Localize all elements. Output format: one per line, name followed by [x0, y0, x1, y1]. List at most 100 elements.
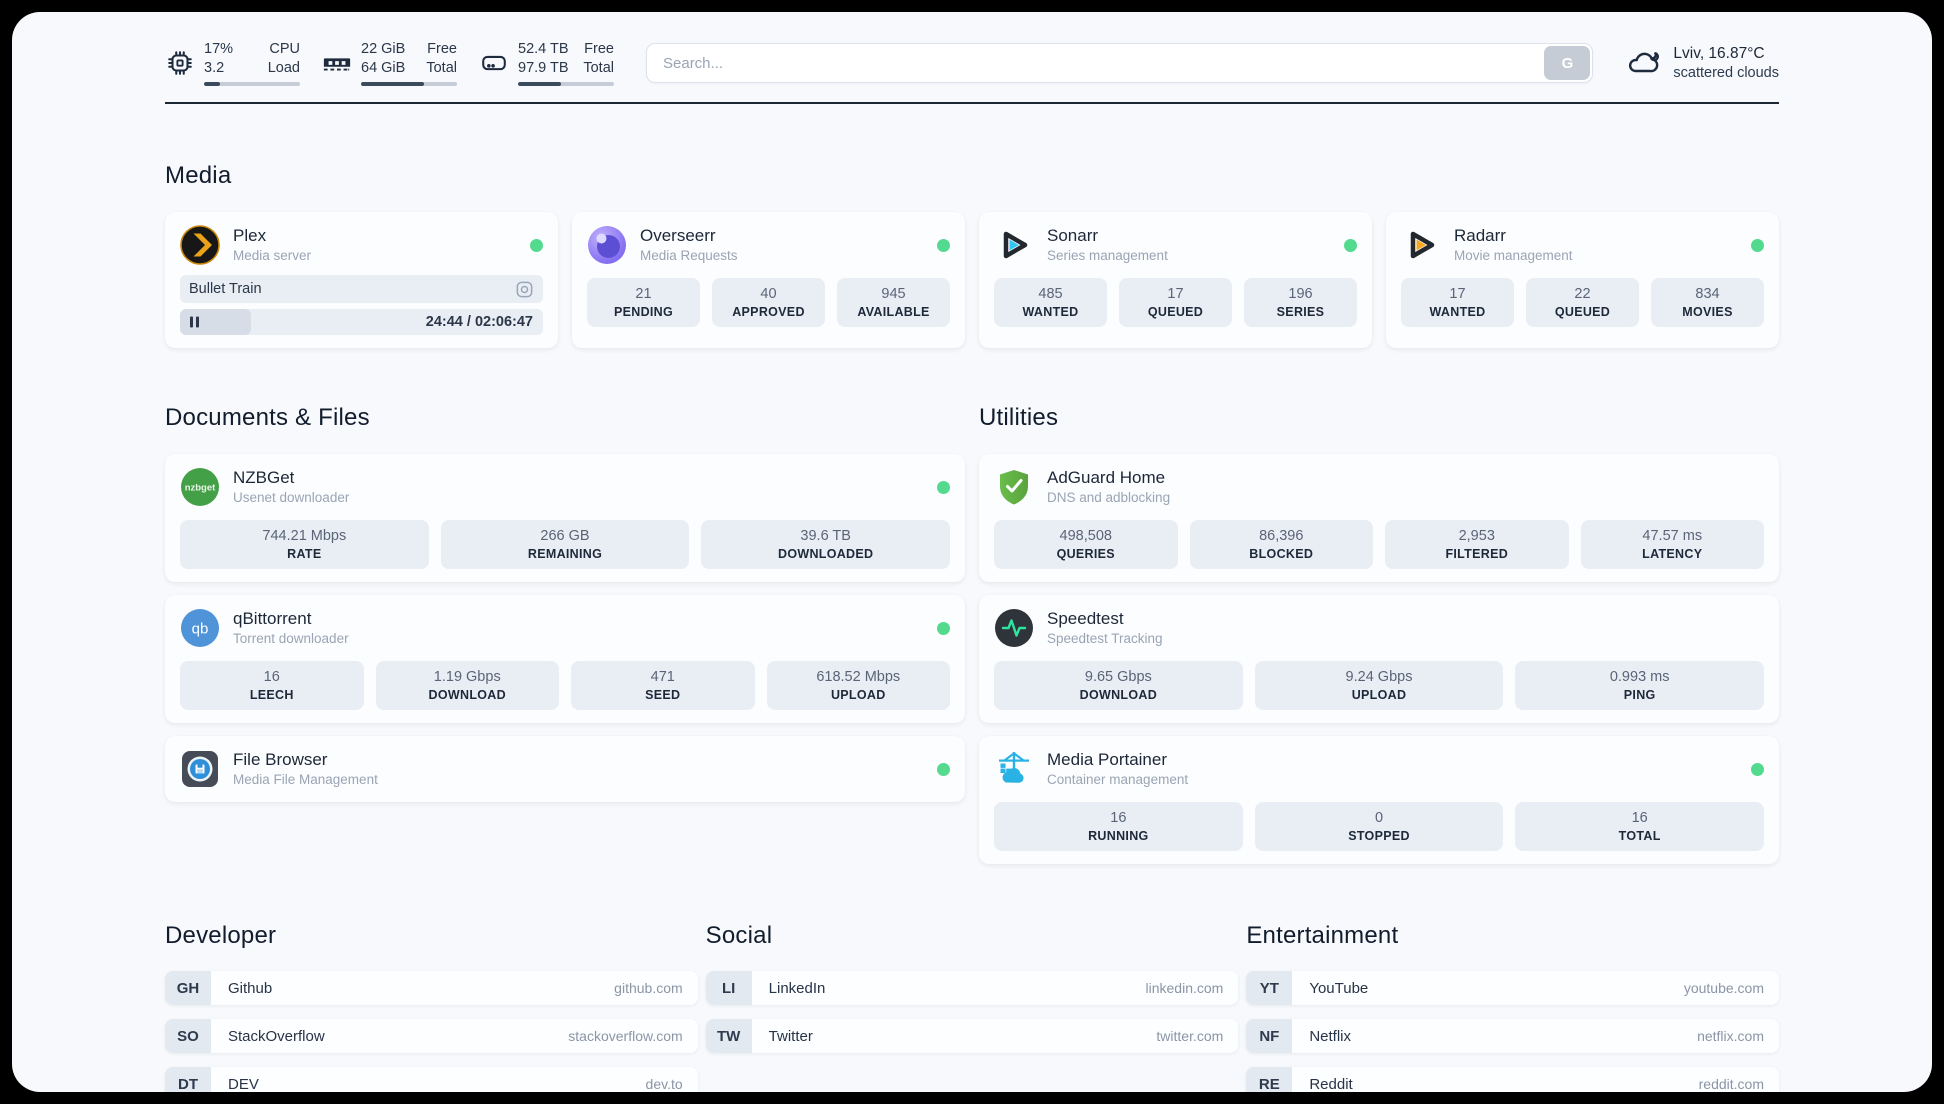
weather-location: Lviv, 16.87°C — [1673, 44, 1765, 62]
section-title-documents: Documents & Files — [165, 404, 370, 431]
card-radarr[interactable]: Radarr Movie management 17 WANTED 22 QUEUE… — [1386, 212, 1779, 348]
card-speedtest[interactable]: Speedtest Speedtest Tracking 9.65 Gbps DO… — [979, 595, 1779, 723]
adguard-stat-latency: 47.57 ms LATENCY — [1580, 520, 1764, 569]
cpu-label-1: CPU — [269, 41, 300, 57]
overseerr-title: Overseerr — [640, 226, 716, 245]
section-title-entertainment: Entertainment — [1246, 922, 1399, 949]
section-social: Social LI LinkedIn linkedin.com TW Twitt… — [705, 922, 1239, 1053]
qbittorrent-stat-seed: 471 SEED — [571, 661, 755, 710]
search-input[interactable] — [646, 43, 1594, 83]
session-camera-icon[interactable] — [515, 280, 534, 299]
nzbget-stat-rate: 744.21 Mbps RATE — [180, 520, 429, 569]
section-utilities: Utilities — [979, 404, 1779, 864]
nzbget-title: NZBGet — [233, 468, 295, 487]
plex-status-dot — [530, 238, 543, 252]
cpu-progress-fill — [204, 82, 221, 86]
qbittorrent-logo-icon: qb — [180, 608, 220, 648]
plex-now-playing: Bullet Train — [180, 275, 543, 303]
nzbget-logo-icon: nzbget — [180, 467, 220, 507]
dev-tag: DT — [165, 1067, 211, 1092]
portainer-subtitle: Container management — [1047, 772, 1189, 787]
radarr-status-dot — [1751, 238, 1764, 252]
radarr-stat-movies: 834 MOVIES — [1651, 278, 1764, 327]
link-github[interactable]: GH Github github.com — [165, 971, 698, 1005]
link-reddit[interactable]: RE Reddit reddit.com — [1246, 1067, 1779, 1092]
disk-free-value: 52.4 TB — [518, 41, 569, 57]
filebrowser-subtitle: Media File Management — [233, 772, 378, 787]
speedtest-stat-ping: 0.993 ms PING — [1515, 661, 1765, 710]
card-nzbget[interactable]: nzbget NZBGet Usenet downloader 744.21 M… — [165, 454, 965, 582]
nzbget-subtitle: Usenet downloader — [233, 490, 350, 505]
overseerr-stat-available: 945 AVAILABLE — [837, 278, 950, 327]
disk-metric: 52.4 TB Free 97.9 TB Total — [479, 40, 614, 86]
overseerr-stat-pending: 21 PENDING — [587, 278, 700, 327]
topbar-divider — [165, 102, 1779, 104]
qbittorrent-stat-download: 1.19 Gbps DOWNLOAD — [375, 661, 559, 710]
svg-text:qb: qb — [192, 621, 209, 638]
cloud-icon — [1625, 45, 1661, 81]
search-engine-button[interactable]: G — [1544, 46, 1591, 80]
cpu-metric: 17% CPU 3.2 Load — [165, 40, 300, 86]
cpu-label-2: Load — [267, 60, 300, 76]
card-filebrowser[interactable]: File Browser Media File Management — [165, 736, 965, 802]
portainer-status-dot — [1751, 762, 1764, 776]
card-overseerr[interactable]: Overseerr Media Requests 21 PENDING 40 APP… — [572, 212, 965, 348]
disk-label-2: Total — [583, 60, 614, 76]
pause-icon[interactable] — [190, 316, 199, 328]
overseerr-logo-icon — [587, 225, 627, 265]
portainer-stat-stopped: 0 STOPPED — [1254, 802, 1504, 851]
radarr-stat-queued: 22 QUEUED — [1526, 278, 1639, 327]
dashboard-page: 17% CPU 3.2 Load 22 GiB Free 64 GiB — [12, 12, 1932, 1092]
card-qbittorrent[interactable]: qb qBittorrent Torrent downloader 16 LEEC… — [165, 595, 965, 723]
sonarr-stat-wanted: 485 WANTED — [994, 278, 1107, 327]
svg-text:nzbget: nzbget — [185, 483, 216, 494]
memory-free-value: 22 GiB — [361, 41, 406, 57]
qbittorrent-stat-upload: 618.52 Mbps UPLOAD — [766, 661, 950, 710]
section-title-media: Media — [165, 162, 232, 189]
memory-total-value: 64 GiB — [361, 60, 406, 76]
nzbget-stat-remaining: 266 GB REMAINING — [440, 520, 690, 569]
overseerr-subtitle: Media Requests — [640, 248, 738, 263]
filebrowser-title: File Browser — [233, 750, 328, 769]
memory-progress-track — [361, 82, 457, 86]
disk-total-value: 97.9 TB — [518, 60, 569, 76]
radarr-logo-icon — [1401, 225, 1441, 265]
card-adguard[interactable]: AdGuard Home DNS and adblocking 498,508 Q… — [979, 454, 1779, 582]
link-dev[interactable]: DT DEV dev.to — [165, 1067, 698, 1092]
search-bar: G — [646, 43, 1594, 83]
link-netflix[interactable]: NF Netflix netflix.com — [1246, 1019, 1779, 1053]
radarr-subtitle: Movie management — [1454, 248, 1573, 263]
qbittorrent-status-dot — [937, 621, 950, 635]
card-plex[interactable]: Plex Media server Bullet Train — [165, 212, 558, 348]
card-sonarr[interactable]: Sonarr Series management 485 WANTED 17 QUE… — [979, 212, 1372, 348]
card-portainer[interactable]: Media Portainer Container management 16 R… — [979, 736, 1779, 864]
nzbget-status-dot — [937, 480, 950, 494]
link-stackoverflow[interactable]: SO StackOverflow stackoverflow.com — [165, 1019, 698, 1053]
system-metrics: 17% CPU 3.2 Load 22 GiB Free 64 GiB — [165, 40, 614, 86]
top-bar: 17% CPU 3.2 Load 22 GiB Free 64 GiB — [165, 40, 1779, 86]
plex-time: 24:44 / 02:06:47 — [425, 314, 533, 330]
link-youtube[interactable]: YT YouTube youtube.com — [1246, 971, 1779, 1005]
linkedin-tag: LI — [705, 971, 752, 1005]
disk-progress-track — [518, 82, 614, 86]
cpu-progress-track — [204, 82, 300, 86]
link-twitter[interactable]: TW Twitter twitter.com — [705, 1019, 1239, 1053]
adguard-subtitle: DNS and adblocking — [1047, 490, 1171, 505]
memory-label-1: Free — [427, 41, 457, 57]
cpu-load-value: 3.2 — [204, 60, 225, 76]
link-linkedin[interactable]: LI LinkedIn linkedin.com — [705, 971, 1239, 1005]
reddit-tag: RE — [1246, 1067, 1293, 1092]
disk-progress-fill — [518, 82, 562, 86]
section-title-utilities: Utilities — [979, 404, 1059, 431]
overseerr-stat-approved: 40 APPROVED — [712, 278, 825, 327]
adguard-title: AdGuard Home — [1047, 468, 1166, 487]
radarr-stat-wanted: 17 WANTED — [1401, 278, 1514, 327]
portainer-stat-running: 16 RUNNING — [994, 802, 1243, 851]
sonarr-logo-icon — [994, 225, 1034, 265]
overseerr-status-dot — [937, 238, 950, 252]
stackoverflow-tag: SO — [165, 1019, 211, 1053]
plex-progress-bar[interactable]: 24:44 / 02:06:47 — [180, 309, 543, 335]
adguard-stat-blocked: 86,396 BLOCKED — [1189, 520, 1373, 569]
speedtest-stat-upload: 9.24 Gbps UPLOAD — [1254, 661, 1504, 710]
qbittorrent-title: qBittorrent — [233, 609, 312, 628]
